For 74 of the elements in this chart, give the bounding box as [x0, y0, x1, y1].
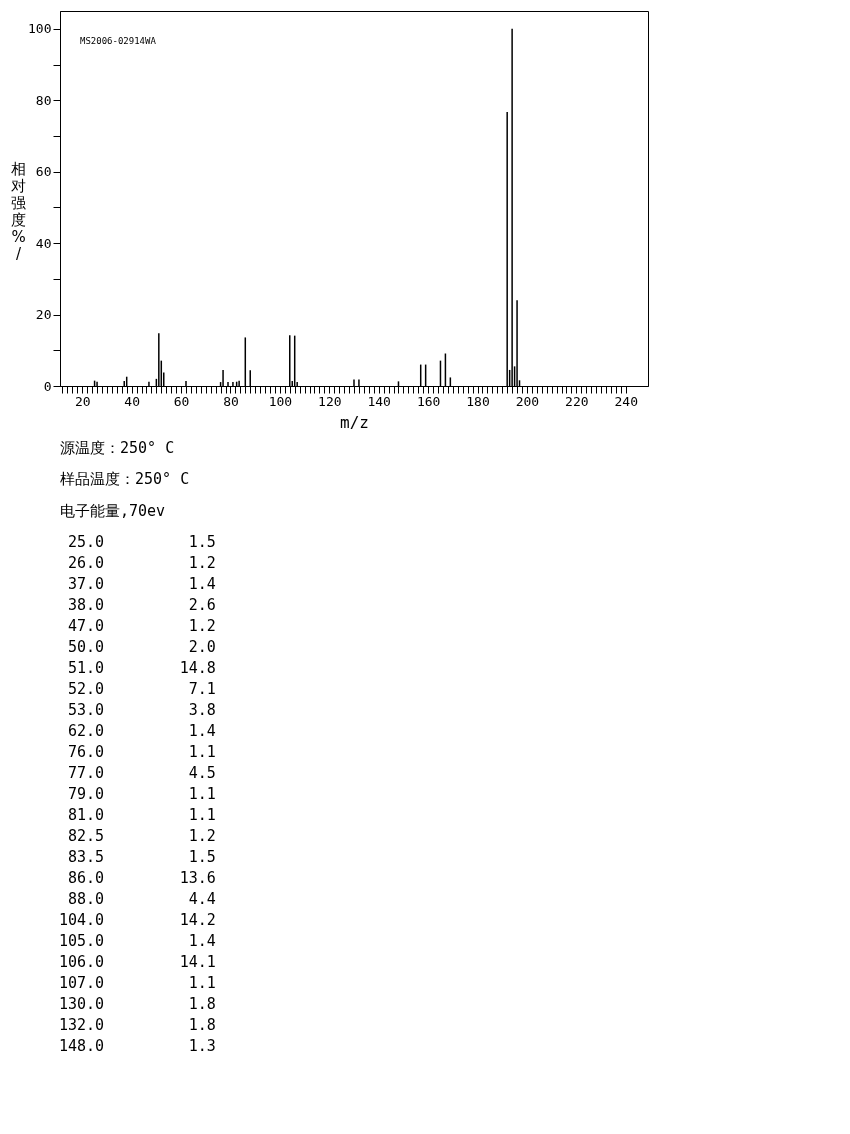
text: 88.0 — [67, 890, 105, 909]
x-tick-label: 240 — [614, 393, 639, 409]
text: 1.3 — [188, 1037, 216, 1056]
text: 52.0 — [67, 680, 105, 699]
text: 1.5 — [188, 533, 216, 552]
text: 76.0 — [67, 743, 105, 762]
text: 1.1 — [188, 974, 216, 993]
text: 14.2 — [179, 911, 216, 930]
y-tick-label: 100 — [28, 21, 52, 37]
text: 148.0 — [58, 1037, 105, 1056]
text: 130.0 — [58, 995, 105, 1014]
text: 83.5 — [67, 848, 105, 867]
x-tick-label: 80 — [223, 393, 239, 409]
text: 53.0 — [67, 701, 105, 720]
text: 电子能量,70ev — [60, 501, 166, 520]
text: 77.0 — [67, 764, 105, 783]
x-tick-label: 40 — [124, 393, 140, 409]
text: 62.0 — [67, 722, 105, 741]
text: 86.0 — [67, 869, 105, 888]
x-tick-label: 140 — [367, 393, 391, 409]
text: 81.0 — [67, 806, 105, 825]
text: 2.6 — [188, 596, 216, 615]
y-tick-label: 80 — [35, 92, 52, 108]
text: 38.0 — [67, 596, 105, 615]
text: 82.5 — [67, 827, 105, 846]
text: 1.5 — [188, 848, 216, 867]
text: 51.0 — [67, 659, 105, 678]
text: 107.0 — [58, 974, 105, 993]
text: 26.0 — [67, 554, 105, 573]
text: 25.0 — [67, 533, 105, 552]
y-axis-title: 相对强度%/ — [11, 159, 26, 263]
text: 1.4 — [188, 932, 216, 951]
text: 50.0 — [67, 638, 105, 657]
text: 104.0 — [58, 911, 105, 930]
text: 1.1 — [188, 806, 216, 825]
x-tick-label: 100 — [268, 393, 293, 409]
x-tick-label: 220 — [565, 393, 589, 409]
annotation: MS2006-02914WA — [80, 36, 157, 46]
text: 105.0 — [58, 932, 105, 951]
text: 37.0 — [67, 575, 105, 594]
text: 1.2 — [188, 617, 216, 636]
text: 1.8 — [188, 1016, 216, 1035]
y-tick-label: 60 — [35, 164, 52, 180]
text: 1.4 — [188, 722, 216, 741]
text: 4.5 — [188, 764, 216, 783]
text: 源温度：250° C — [60, 439, 175, 457]
y-tick-label: 20 — [35, 307, 52, 323]
text: 1.2 — [188, 827, 216, 846]
text: 1.2 — [188, 554, 216, 573]
text: 2.0 — [188, 638, 216, 657]
x-tick-label: 20 — [74, 393, 91, 409]
text: 1.1 — [188, 785, 216, 804]
text: 106.0 — [58, 953, 105, 972]
x-tick-label: 200 — [515, 393, 540, 409]
x-tick-label: 60 — [173, 393, 190, 409]
y-tick-label: 40 — [35, 235, 52, 251]
text: 132.0 — [58, 1016, 105, 1035]
text: 1.8 — [188, 995, 216, 1014]
text: 3.8 — [188, 701, 216, 720]
text: 14.8 — [179, 659, 216, 678]
text: 14.1 — [179, 953, 216, 972]
x-tick-label: 180 — [466, 393, 490, 409]
text: 1.4 — [188, 575, 216, 594]
text: 4.4 — [188, 890, 216, 909]
text: 47.0 — [67, 617, 105, 636]
x-tick-label: 120 — [318, 393, 342, 409]
text: 7.1 — [188, 680, 216, 699]
x-tick-label: 160 — [416, 393, 441, 409]
text: 79.0 — [67, 785, 105, 804]
text: 13.6 — [179, 869, 216, 888]
x-axis-title: m/z — [340, 412, 369, 432]
y-tick-label: 0 — [43, 378, 52, 394]
text: 1.1 — [188, 743, 216, 762]
text: 样品温度：250° C — [60, 470, 190, 489]
